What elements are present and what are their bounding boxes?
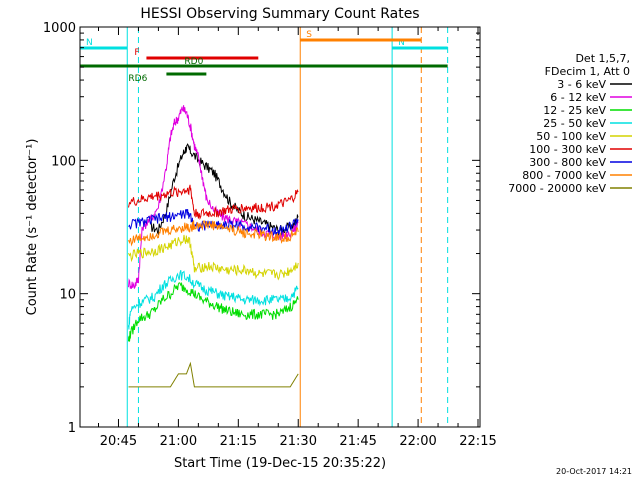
legend-label-3-6-kev: 3 - 6 keV xyxy=(557,78,606,91)
y-tick-label-100: 100 xyxy=(51,154,76,169)
legend-label-7000-20000-kev: 7000 - 20000 keV xyxy=(508,182,606,195)
series-7000-20000-kev xyxy=(128,361,299,388)
legend-label-300-800-kev: 300 - 800 keV xyxy=(529,156,606,169)
legend-label-25-50-kev: 25 - 50 keV xyxy=(543,117,606,130)
legend-label-12-25-kev: 12 - 25 keV xyxy=(543,104,606,117)
series-25-50-kev xyxy=(128,270,299,330)
x-tick-label-21-15: 21:15 xyxy=(220,434,257,449)
y-tick-label-1: 1 xyxy=(68,421,76,436)
legend-label-100-300-kev: 100 - 300 keV xyxy=(529,143,606,156)
flag-label-6: RD6 xyxy=(128,74,147,84)
x-tick-label-20-45: 20:45 xyxy=(100,434,137,449)
x-tick-label-21-30: 21:30 xyxy=(280,434,317,449)
plot-marks: N N S F RD0 RD6 xyxy=(79,27,449,427)
series-50-100-kev xyxy=(128,234,299,281)
flag-label-5: RD0 xyxy=(184,57,203,67)
flag-label-1: N xyxy=(398,38,405,48)
series-100-300-kev xyxy=(128,184,299,220)
x-tick-label-22-15: 22:15 xyxy=(459,434,496,449)
legend-label-6-12-kev: 6 - 12 keV xyxy=(550,91,606,104)
plot-frame xyxy=(79,26,481,428)
legend-header-line-1: FDecim 1, Att 0 xyxy=(545,65,630,78)
y-axis-label: Count Rate (s⁻¹ detector⁻¹) xyxy=(25,139,40,316)
y-tick-label-10: 10 xyxy=(59,288,76,303)
footer-timestamp: 20-Oct-2017 14:21 xyxy=(556,467,632,476)
x-tick-label-21-45: 21:45 xyxy=(339,434,376,449)
legend-header-line-0: Det 1,5,7, xyxy=(575,52,630,65)
y-axis-ticks: 1 10 100 1000 xyxy=(43,21,480,436)
x-axis-label: Start Time (19-Dec-15 20:35:22) xyxy=(174,456,386,471)
flag-label-2: S xyxy=(306,30,312,40)
legend-label-800-7000-kev: 800 - 7000 keV xyxy=(522,169,606,182)
y-tick-label-1000: 1000 xyxy=(43,21,76,36)
x-tick-label-21-00: 21:00 xyxy=(160,434,197,449)
series-800-7000-kev xyxy=(128,219,299,247)
flag-label-3: F xyxy=(134,48,139,58)
x-tick-label-22-00: 22:00 xyxy=(399,434,436,449)
chart-title: HESSI Observing Summary Count Rates xyxy=(140,6,419,22)
flag-label-0: N xyxy=(86,38,93,48)
series-12-25-kev xyxy=(128,281,299,342)
legend-label-50-100-kev: 50 - 100 keV xyxy=(536,130,606,143)
x-axis-ticks: 20:45 21:00 21:15 21:30 21:45 22:00 22:15 xyxy=(97,27,497,449)
